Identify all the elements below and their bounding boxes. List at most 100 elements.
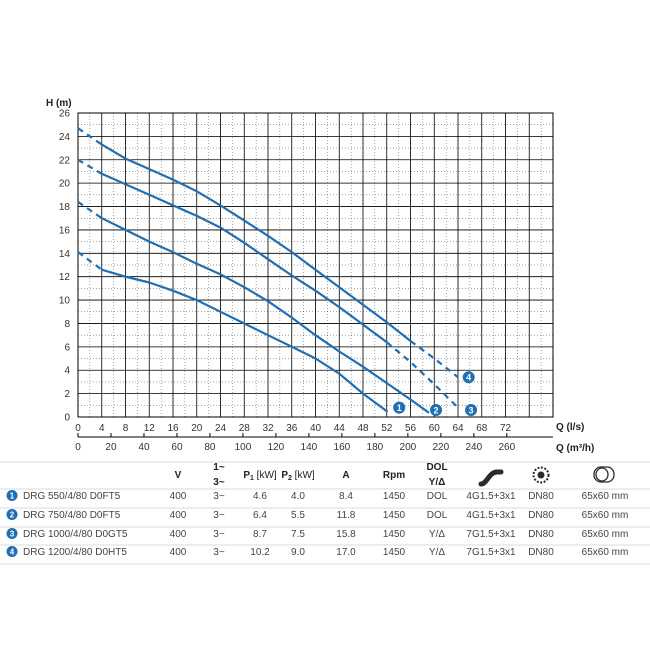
row-rpm: 1450 [383,510,406,521]
x-tick-label: 32 [262,423,274,434]
header-phase-top: 1~ [213,462,225,473]
series-2 [77,200,430,414]
curve-4-dashed-start [77,127,103,146]
x-axis-title: Q (l/s) [556,422,584,433]
row-current: 8.4 [339,491,353,502]
y-tick-label: 8 [64,319,70,330]
curve-3-dashed-end [386,341,459,409]
x-tick-label: 8 [123,423,129,434]
row-p2: 5.5 [291,510,305,521]
curve-2 [100,217,430,414]
row-badge-number: 2 [10,511,15,520]
row-p1: 4.6 [253,491,267,502]
passage-icon-sphere [595,467,609,482]
impeller-passage-icon [593,466,615,483]
header-rpm: Rpm [383,470,405,481]
header-a: A [342,470,349,481]
y-tick-label: 12 [59,272,71,283]
row-voltage: 400 [170,529,187,540]
row-passage: 65x60 mm [582,547,629,558]
row-passage: 65x60 mm [582,491,629,502]
series-1 [77,251,388,413]
row-cable: 4G1.5+3x1 [466,510,516,521]
row-start: Y/Δ [429,547,445,558]
curve-4 [100,143,412,343]
spec-table: V 1~ 3~ P1 [kW] P2 [kW] A Rpm DOL Y/Δ 1 DRG 550/4/… [0,461,650,565]
y-tick-label: 26 [59,109,71,120]
y-tick-label: 20 [59,179,71,190]
row-dn: DN80 [528,529,554,540]
row-badge [6,490,18,501]
curve-label-2: 2 [430,403,443,416]
curve-label-3: 3 [465,403,478,416]
curve-badge-number: 1 [397,403,402,413]
x-tick-label: 12 [144,423,156,434]
header-star-delta: Y/Δ [429,477,446,488]
row-current: 17.0 [336,547,356,558]
y-tick-label: 22 [59,155,71,166]
y-tick-label: 2 [64,389,70,400]
row-p2: 4.0 [291,491,305,502]
x2-tick-label: 120 [268,442,285,453]
x2-tick-label: 0 [75,442,81,453]
table-row: 2 DRG 750/4/80 D0FT5 400 3~ 6.4 5.5 11.8 1450 DO… [0,507,650,521]
x2-tick-label: 60 [171,442,183,453]
row-phase: 3~ [213,547,225,558]
x2-tick-label: 20 [105,442,117,453]
x-tick-label: 72 [500,423,512,434]
table-row: 4 DRG 1200/4/80 D0HT5 400 3~ 10.2 9.0 17.0 1450… [0,544,650,558]
y-tick-label: 24 [59,132,71,143]
row-voltage: 400 [170,510,187,521]
header-p1: P1 [kW] [243,470,277,482]
x2-tick-label: 100 [235,442,252,453]
header-p2: P2 [kW] [281,470,315,482]
curve-badge [462,371,475,384]
x2-tick-label: 220 [433,442,450,453]
header-dol: DOL [426,462,447,473]
row-p2: 9.0 [291,547,305,558]
x-tick-label: 52 [381,423,393,434]
x2-tick-label: 180 [367,442,384,453]
row-badge [6,546,18,557]
x2-tick-label: 160 [334,442,351,453]
x-tick-label: 68 [476,423,488,434]
x-tick-label: 56 [405,423,417,434]
cable-icon [478,469,504,487]
x2-tick-label: 140 [301,442,318,453]
row-model: DRG 1000/4/80 D0GT5 [23,529,128,540]
y-axis-title: H (m) [46,98,72,109]
cable-icon-body [478,469,504,487]
curve-label-1: 1 [393,401,406,414]
x2-tick-label: 80 [204,442,216,453]
x-tick-label: 0 [75,423,81,434]
row-dn: DN80 [528,547,554,558]
row-dn: DN80 [528,491,554,502]
row-badge-number: 1 [10,492,15,501]
curve-1-dashed-start [77,251,103,271]
curve-badge-number: 2 [434,405,439,415]
flange-icon [532,466,550,484]
x-tick-label: 48 [357,423,369,434]
x2-tick-label: 40 [138,442,150,453]
x2-axis-title: Q (m³/h) [556,443,594,454]
table-row: 1 DRG 550/4/80 D0FT5 400 3~ 4.6 4.0 8.4 1450 DOL… [0,488,650,502]
plot-frame [77,112,554,418]
row-voltage: 400 [170,547,187,558]
x-tick-label: 24 [215,423,227,434]
plot-grid [77,112,554,418]
x-tick-label: 16 [167,423,179,434]
row-badge [6,528,18,539]
row-start: DOL [427,510,448,521]
curve-label-4: 4 [462,371,475,384]
x-tick-label: 40 [310,423,322,434]
row-dn: DN80 [528,510,554,521]
x-tick-label: 64 [452,423,464,434]
passage-icon-frame [593,466,615,483]
row-start: DOL [427,491,448,502]
row-voltage: 400 [170,491,187,502]
y-tick-label: 10 [59,296,71,307]
curve-badge [393,401,406,414]
header-phase-bottom: 3~ [213,477,225,488]
